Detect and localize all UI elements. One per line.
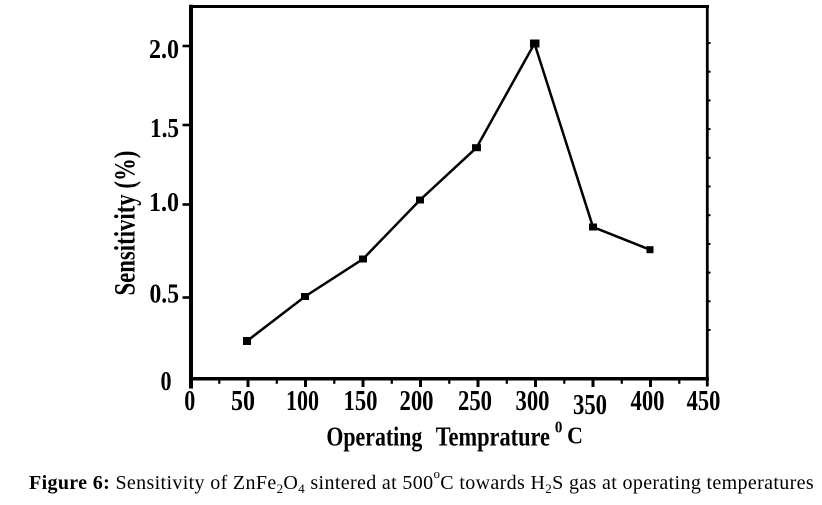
- svg-text:C: C: [567, 424, 583, 450]
- svg-text:Operating: Operating: [326, 422, 422, 452]
- svg-text:300: 300: [516, 386, 550, 417]
- svg-text:450: 450: [687, 386, 721, 417]
- svg-text:150: 150: [344, 386, 378, 417]
- svg-text:50: 50: [231, 386, 255, 417]
- svg-text:2.0: 2.0: [149, 34, 179, 64]
- svg-text:1.0: 1.0: [149, 187, 179, 217]
- svg-text:0: 0: [184, 386, 195, 417]
- svg-text:Sensitivity (%): Sensitivity (%): [109, 151, 142, 296]
- svg-text:350: 350: [573, 390, 607, 421]
- svg-text:400: 400: [631, 386, 665, 417]
- svg-text:100: 100: [286, 386, 319, 417]
- svg-text:0: 0: [555, 418, 563, 437]
- svg-text:1.5: 1.5: [150, 113, 179, 143]
- svg-text:250: 250: [458, 386, 492, 417]
- svg-text:Temprature: Temprature: [436, 422, 550, 452]
- svg-text:200: 200: [400, 386, 434, 417]
- svg-text:0: 0: [161, 366, 172, 396]
- svg-text:0.5: 0.5: [150, 279, 180, 309]
